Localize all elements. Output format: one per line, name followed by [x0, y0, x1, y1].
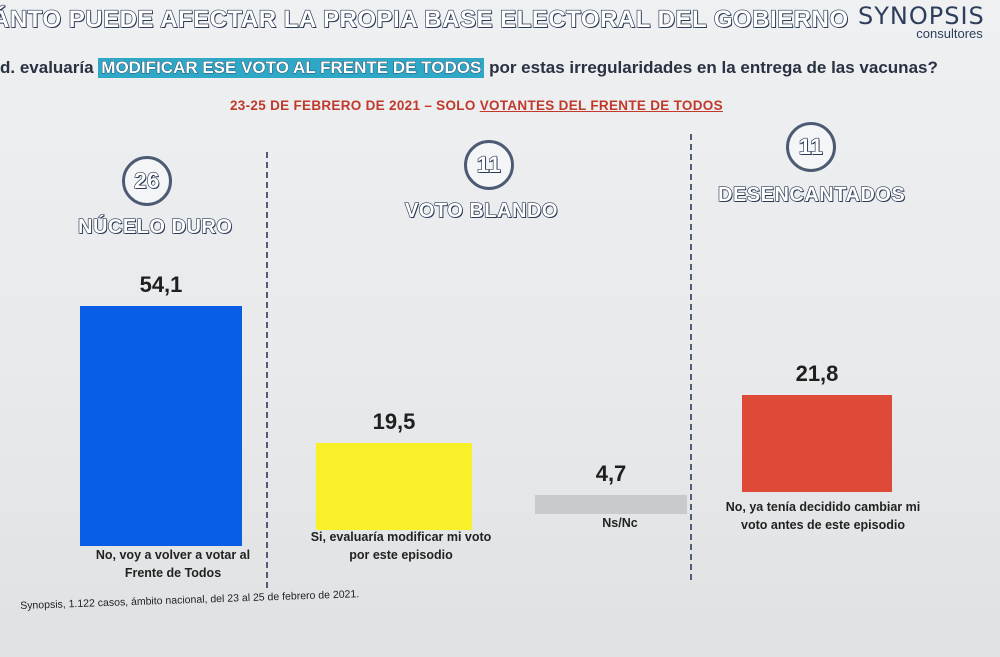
- question-highlight: MODIFICAR ESE VOTO AL FRENTE DE TODOS: [98, 58, 485, 78]
- category-label: Ns/Nc: [602, 516, 638, 530]
- category-label: No, voy a volver a votar al Frente de To…: [95, 548, 251, 580]
- bar-value-label: 54,1: [139, 272, 183, 297]
- chart-bar: [80, 306, 242, 546]
- source-note: Synopsis, 1.122 casos, ámbito nacional, …: [20, 588, 360, 612]
- question-prefix: d. evaluaría: [0, 58, 94, 77]
- page-title: ÁNTO PUEDE AFECTAR LA PROPIA BASE ELECTO…: [0, 5, 849, 33]
- segment-label: VOTO BLANDO: [404, 199, 558, 222]
- bar-value-label: 4,7: [595, 461, 627, 487]
- segment-count-badge: 11: [464, 140, 514, 190]
- logo-subtitle: consultores: [916, 26, 983, 41]
- question: d. evaluaría MODIFICAR ESE VOTO AL FRENT…: [0, 58, 938, 78]
- date-underlined: VOTANTES DEL FRENTE DE TODOS: [479, 98, 723, 113]
- segment-label: DESENCANTADOS: [717, 183, 906, 206]
- bar-value-label: 19,5: [372, 409, 416, 435]
- segment-count-badge: 11: [786, 122, 836, 172]
- chart-bar: [742, 395, 892, 492]
- bar-value-label: 21,8: [795, 361, 839, 387]
- chart-bar: [535, 495, 687, 514]
- segment-divider: [266, 152, 268, 588]
- segment-divider: [690, 134, 692, 580]
- question-suffix: por estas irregularidades en la entrega …: [489, 58, 938, 77]
- date-prefix: 23-25 DE FEBRERO DE 2021 – SOLO: [230, 98, 476, 113]
- category-label: No, ya tenía decidido cambiar mi voto an…: [725, 500, 921, 532]
- category-label: Si, evaluaría modificar mi voto por este…: [310, 530, 492, 562]
- segment-label: NÚCELO DURO: [77, 215, 233, 238]
- segment-count-badge: 26: [122, 156, 172, 206]
- chart-bar: [316, 443, 472, 530]
- logo-brand: SYNOPSIS: [858, 2, 985, 30]
- date-subtitle: 23-25 DE FEBRERO DE 2021 – SOLO VOTANTES…: [230, 98, 723, 113]
- logo: SYNOPSIS consultores: [858, 2, 985, 41]
